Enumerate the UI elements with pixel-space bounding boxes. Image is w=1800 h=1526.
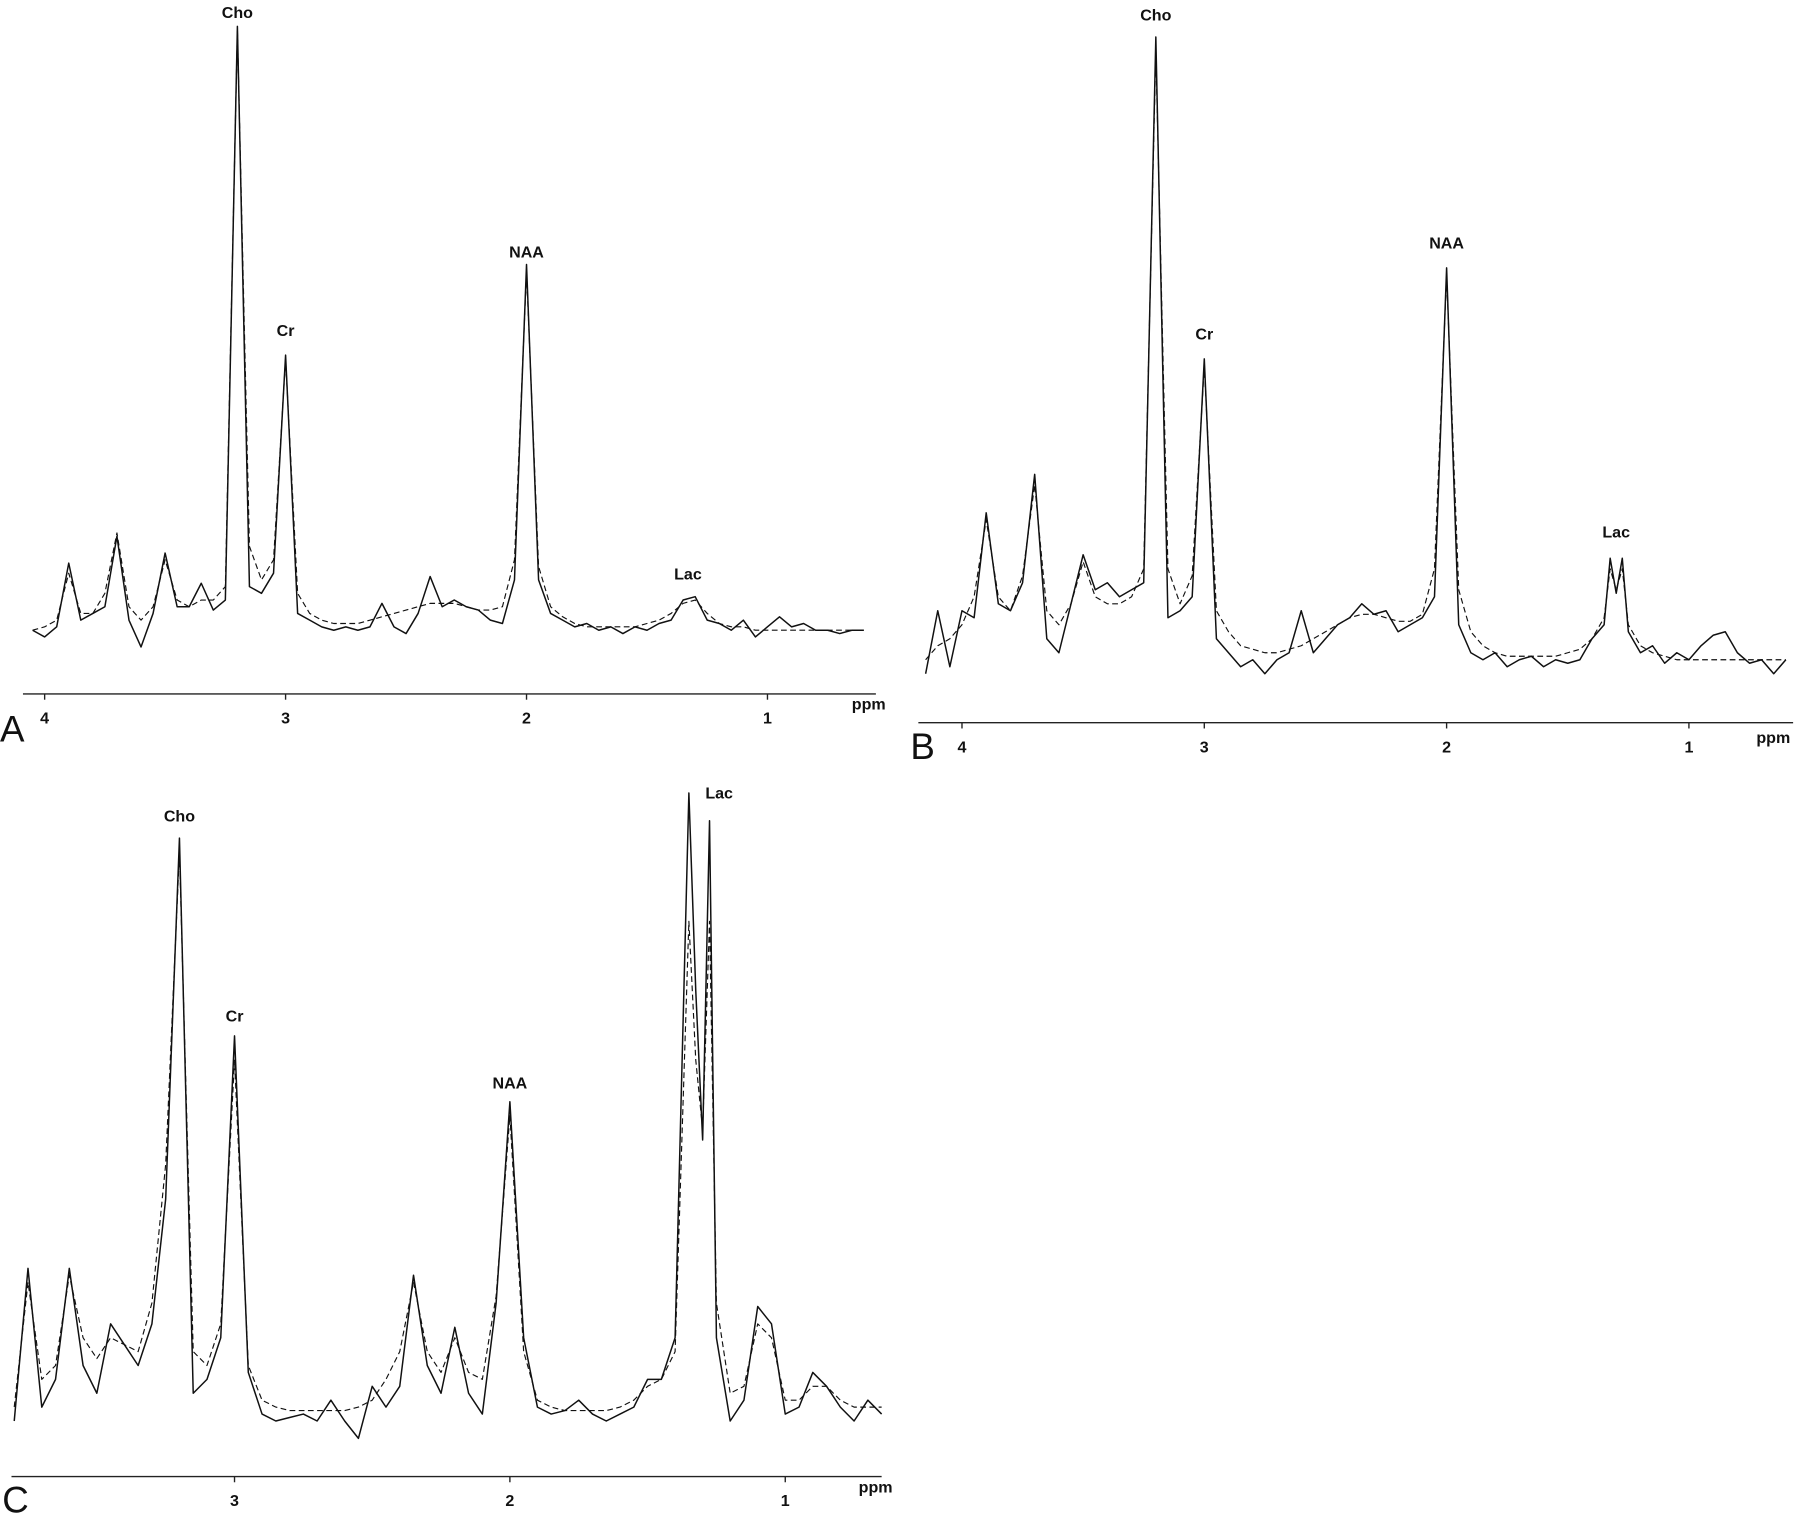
x-tick-label: 3 <box>281 710 290 728</box>
x-tick-label: 3 <box>1200 738 1209 756</box>
peak-label: Cho <box>222 4 253 22</box>
x-axis-label: ppm <box>1756 729 1790 747</box>
x-tick-label: 2 <box>1442 738 1451 756</box>
spectrum-panel: 4 3 2 1 ppm B Cho Cr NAA Lac <box>910 6 1794 767</box>
panel-label: B <box>910 726 935 767</box>
x-tick-label: 1 <box>781 1492 790 1510</box>
x-tick-label: 4 <box>958 738 967 756</box>
peak-label: Cho <box>1140 6 1171 24</box>
x-axis-label: ppm <box>852 696 886 714</box>
x-tick-label: 4 <box>40 710 49 728</box>
x-axis-label: ppm <box>859 1478 893 1496</box>
peak-label: Lac <box>674 565 702 583</box>
spectrum-line <box>924 36 1787 675</box>
spectrum-panel: 3 2 1 ppm C Cho Cr NAA Lac <box>2 785 892 1521</box>
panel-label: C <box>2 1480 29 1521</box>
spectrum-line <box>13 792 883 1440</box>
x-tick-label: 3 <box>230 1492 239 1510</box>
peak-label: Lac <box>1602 523 1630 541</box>
panel-label: A <box>0 709 25 750</box>
x-tick-label: 2 <box>522 710 531 728</box>
x-tick-label: 1 <box>763 710 772 728</box>
peak-label: Cr <box>226 1007 245 1025</box>
peak-label: Cr <box>1195 325 1214 343</box>
peak-label: Lac <box>705 785 733 803</box>
fit-line <box>13 851 882 1412</box>
spectrum-panel: 4 3 2 1 ppm A Cho Cr NAA Lac <box>0 4 886 750</box>
peak-label: NAA <box>1429 234 1464 252</box>
peak-label: Cr <box>277 322 296 340</box>
peak-label: NAA <box>509 243 544 261</box>
x-tick-label: 1 <box>1684 738 1693 756</box>
x-tick-label: 2 <box>505 1492 514 1510</box>
peak-label: Cho <box>164 807 195 825</box>
fit-line <box>32 29 864 631</box>
fit-line <box>925 50 1786 661</box>
spectrum-line <box>32 25 864 648</box>
peak-label: NAA <box>492 1075 527 1093</box>
